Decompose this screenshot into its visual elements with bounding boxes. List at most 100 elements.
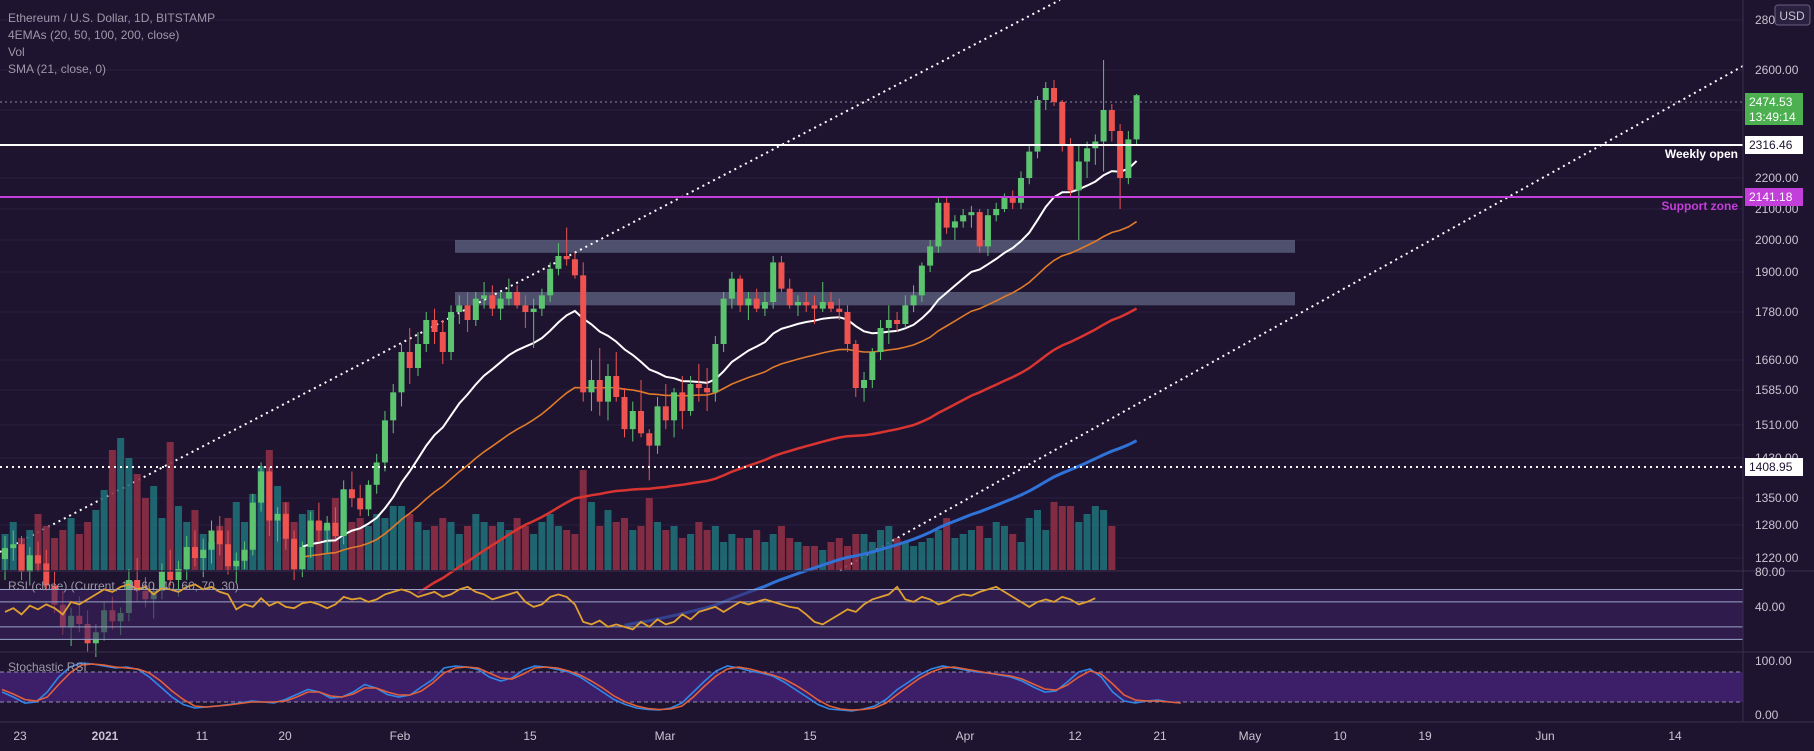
- currency-button[interactable]: [1774, 4, 1811, 26]
- candle-body: [885, 320, 892, 328]
- volume-bar: [364, 526, 372, 570]
- candle-body: [2, 548, 8, 560]
- candle-body: [282, 513, 289, 539]
- volume-bar: [315, 522, 323, 570]
- price-tick-label: 2200.00: [1755, 171, 1799, 185]
- rsi-legend: RSI (close) (Current, 14, 60, 40, 60, 70…: [8, 579, 239, 593]
- volume-bar: [678, 538, 686, 570]
- volume-bar: [472, 514, 480, 570]
- candle-body: [811, 305, 818, 309]
- time-tick-label: 2021: [92, 729, 119, 743]
- price-pane[interactable]: [0, 0, 1743, 570]
- candle-body: [638, 411, 645, 434]
- candle-body: [1084, 148, 1091, 162]
- volume-bar: [42, 526, 50, 570]
- volume-bar: [373, 514, 381, 570]
- volume-bar: [406, 514, 414, 570]
- volume-bar: [654, 522, 662, 570]
- time-tick-label: 11: [196, 729, 209, 743]
- candle-body: [1026, 151, 1033, 178]
- volume-bar: [356, 518, 364, 570]
- candle-body: [646, 433, 653, 446]
- candle-body: [497, 298, 504, 309]
- time-axis[interactable]: 23 2021 11 20 Feb 15 Mar 15 Apr 12 21 May 10 19 Jun 14: [13, 729, 1682, 743]
- candle-body: [390, 392, 397, 421]
- candle-body: [1017, 178, 1024, 203]
- candle-body: [1051, 88, 1058, 102]
- candle-body: [596, 380, 603, 402]
- volume-bar: [232, 502, 240, 570]
- volume-bar: [117, 438, 125, 570]
- resistance-zone: [455, 292, 1295, 306]
- volume-bar: [389, 506, 397, 570]
- volume-bar: [464, 526, 472, 570]
- candle-body: [291, 538, 298, 569]
- candle-body: [745, 298, 752, 306]
- candle-body: [415, 344, 421, 368]
- volume-bar: [125, 458, 133, 570]
- volume-bar: [505, 530, 513, 570]
- volume-bar: [158, 518, 166, 570]
- candle-body: [1042, 88, 1049, 100]
- volume-bar: [141, 498, 149, 570]
- candle-body: [200, 549, 207, 558]
- candle-body: [828, 302, 834, 309]
- candle-body: [910, 295, 917, 306]
- candle-body: [299, 547, 306, 569]
- candle-body: [191, 547, 198, 558]
- volume-bar: [1042, 530, 1050, 570]
- candle-body: [324, 522, 331, 531]
- rsi-pane[interactable]: 80.00 40.00: [0, 565, 1785, 640]
- volume-bar: [612, 522, 620, 570]
- volume-bar: [703, 530, 711, 570]
- time-tick-label: Jun: [1535, 729, 1554, 743]
- stoch-rsi-pane[interactable]: 100.00 0.00: [0, 654, 1792, 722]
- time-tick-label: 15: [803, 729, 817, 743]
- time-tick-label: 15: [523, 729, 537, 743]
- volume-bar: [431, 526, 439, 570]
- candle-body: [241, 549, 248, 561]
- volume-bar: [695, 522, 703, 570]
- support-tag-bg: [1745, 188, 1803, 206]
- last-price-tag: 2474.53: [1749, 95, 1793, 109]
- volume-bar: [736, 538, 744, 570]
- volume-bar: [579, 470, 587, 570]
- resistance-zones: [455, 240, 1295, 306]
- volume-bar: [488, 526, 496, 570]
- volume-bar: [662, 530, 670, 570]
- time-tick-label: May: [1239, 729, 1262, 743]
- trend-channel: [0, 0, 1744, 571]
- volume-bar: [868, 542, 876, 570]
- channel-upper-line: [0, 0, 1061, 553]
- volume-bar: [51, 538, 59, 570]
- candle-body: [216, 530, 223, 545]
- candle-body: [720, 298, 727, 344]
- rsi-line: [4, 583, 1096, 631]
- candle-body: [753, 298, 760, 309]
- volume-bar: [108, 450, 116, 570]
- volume-bar: [571, 534, 579, 570]
- candle-body: [489, 295, 496, 309]
- candle-body: [208, 530, 215, 550]
- volume-bar: [951, 538, 959, 570]
- volume-bar: [794, 542, 802, 570]
- volume-bar: [761, 542, 769, 570]
- symbol-title: Ethereum / U.S. Dollar, 1D, BITSTAMP: [8, 11, 215, 25]
- candle-body: [861, 380, 868, 388]
- volume-bar: [521, 526, 529, 570]
- low-level-tag: 1408.95: [1749, 460, 1793, 474]
- candle-body: [687, 384, 694, 411]
- rsi-band: [0, 589, 1743, 640]
- time-tick-label: Mar: [655, 729, 676, 743]
- stoch-tick-label: 0.00: [1755, 708, 1779, 722]
- volume-bar: [934, 530, 942, 570]
- volume-bar: [967, 530, 975, 570]
- rsi-tick-label: 80.00: [1755, 565, 1785, 579]
- candle-body: [134, 580, 141, 591]
- volume-bar: [711, 526, 719, 570]
- volume-bar: [1050, 502, 1058, 570]
- candle-body: [877, 328, 884, 352]
